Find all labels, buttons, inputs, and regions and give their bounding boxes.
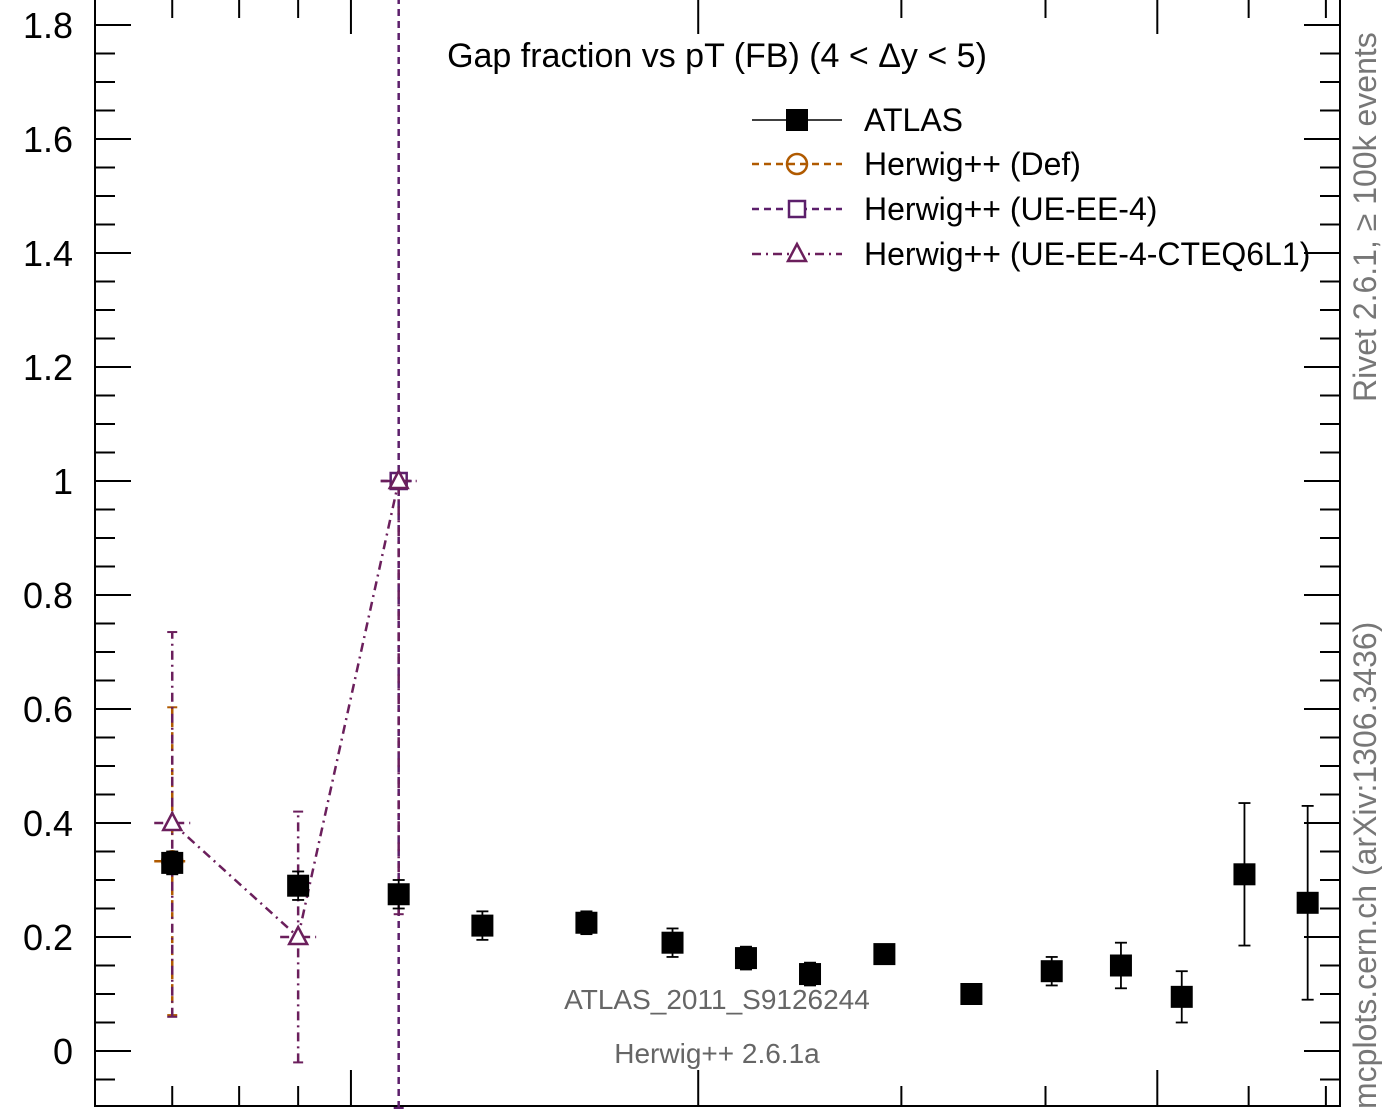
- rivet-version-label: Rivet 2.6.1, ≥ 100k events: [1347, 32, 1382, 402]
- y-tick-label: 0.8: [23, 575, 73, 616]
- mcplots-source-label: mcplots.cern.ch (arXiv:1306.3436): [1347, 622, 1382, 1109]
- legend-label: Herwig++ (UE-EE-4-CTEQ6L1): [864, 236, 1310, 272]
- y-tick-label: 1.8: [23, 5, 73, 46]
- legend-entry: Herwig++ (UE-EE-4-CTEQ6L1): [752, 236, 1310, 272]
- x-axis: [94, 0, 1327, 1106]
- data-point: [161, 810, 184, 832]
- y-tick-label: 1: [53, 461, 73, 502]
- frame-border: [94, 0, 1341, 1107]
- data-point: [161, 851, 184, 874]
- data-point: [785, 152, 809, 176]
- legend-entry: Herwig++ (Def): [752, 146, 1081, 182]
- y-tick-label: 1.2: [23, 347, 73, 388]
- y-tick-label: 0.6: [23, 689, 73, 730]
- series-line: [171, 480, 400, 940]
- y-tick-label: 0: [53, 1031, 73, 1072]
- data-point: [387, 468, 410, 490]
- data-point: [1040, 960, 1063, 983]
- y-tick-label: 1.6: [23, 119, 73, 160]
- series-herwig-ue-ee-4-cteq6l1: [154, 468, 417, 1064]
- y-tick-label: 0.2: [23, 917, 73, 958]
- legend-label: ATLAS: [864, 102, 963, 138]
- data-point: [785, 241, 809, 263]
- data-point: [387, 883, 410, 906]
- data-point: [873, 943, 896, 966]
- data-point: [1296, 891, 1319, 914]
- legend-label: Herwig++ (Def): [864, 146, 1081, 182]
- data-point: [1109, 954, 1132, 977]
- y-tick-label: 1.4: [23, 233, 73, 274]
- y-axis: 0 0.2 0.4 0.6 0.8 1 1.2 1.4 1.6 1.8: [23, 5, 1340, 1081]
- generator-label: Herwig++ 2.6.1a: [614, 1038, 820, 1069]
- data-point: [786, 109, 808, 131]
- y-tick-label: 0.4: [23, 803, 73, 844]
- data-point: [734, 947, 757, 970]
- legend-entry: Herwig++ (UE-EE-4): [752, 191, 1157, 227]
- data-point: [287, 874, 310, 897]
- legend-label: Herwig++ (UE-EE-4): [864, 191, 1157, 227]
- data-point: [287, 924, 310, 946]
- data-point: [1233, 863, 1256, 886]
- series-atlas: [161, 802, 1319, 1024]
- legend-entry: ATLAS: [752, 102, 963, 138]
- chart-title: Gap fraction vs pT (FB) (4 < Δy < 5): [447, 37, 987, 75]
- analysis-label: ATLAS_2011_S9126244: [564, 984, 870, 1015]
- data-point: [471, 914, 494, 937]
- legend: ATLAS Herwig++ (Def) Herwig++ (UE-EE-4) Her…: [752, 102, 1310, 272]
- data-point: [787, 199, 807, 219]
- data-point: [1170, 985, 1193, 1008]
- data-point: [960, 983, 983, 1005]
- data-point: [575, 911, 598, 934]
- data-point: [799, 963, 822, 986]
- series-layer: [154, 0, 1319, 1109]
- data-point: [661, 931, 684, 954]
- plot-frame: [94, 0, 1341, 1107]
